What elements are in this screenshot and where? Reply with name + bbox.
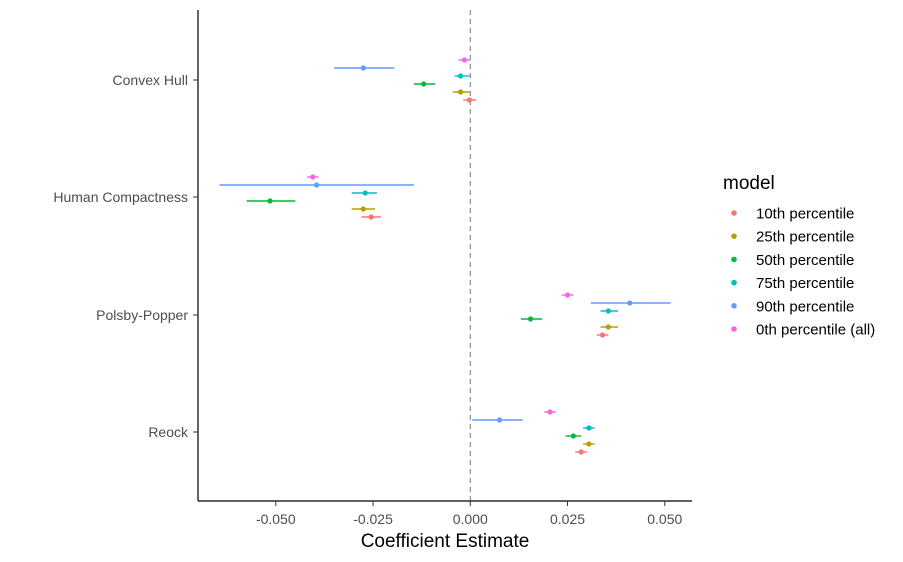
series-group	[306, 57, 574, 415]
legend-label: 90th percentile	[756, 298, 854, 315]
plot-marks	[219, 10, 671, 501]
legend-key	[731, 303, 737, 309]
legend-key	[731, 279, 737, 286]
data-point	[360, 206, 366, 212]
legend: model 10th percentile 25th percentile 50th…	[723, 173, 875, 339]
series-group	[351, 89, 619, 447]
x-tick-label: 0.050	[647, 511, 682, 527]
data-point	[267, 198, 273, 204]
legend-item: 10th percentile	[731, 206, 854, 223]
data-point	[586, 425, 592, 431]
y-tick-label: Human Compactness	[53, 189, 188, 205]
data-point	[457, 89, 464, 95]
data-point	[421, 81, 427, 87]
legend-key	[731, 256, 737, 263]
y-tick-label: Reock	[148, 424, 189, 440]
legend-item: 75th percentile	[731, 275, 854, 292]
legend-item: 0th percentile (all)	[731, 322, 875, 339]
x-tick-label: 0.025	[550, 511, 585, 527]
data-point	[527, 316, 534, 322]
x-tick-label: 0.000	[453, 511, 488, 527]
legend-item: 90th percentile	[731, 298, 854, 315]
series-group	[219, 65, 671, 423]
legend-item: 50th percentile	[731, 252, 854, 269]
series-group	[351, 73, 619, 431]
legend-key	[731, 210, 737, 216]
legend-label: 75th percentile	[756, 275, 854, 292]
y-tick-label: Convex Hull	[113, 72, 188, 88]
data-point	[461, 57, 468, 63]
x-axis-title: Coefficient Estimate	[361, 531, 530, 552]
legend-title: model	[723, 173, 775, 194]
data-point	[314, 182, 320, 188]
data-point	[578, 449, 584, 455]
x-axis-ticks: -0.050 -0.025 0.000 0.025 0.050	[256, 501, 682, 527]
data-point	[564, 292, 571, 298]
data-point	[599, 332, 606, 338]
x-tick-label: -0.025	[353, 511, 393, 527]
data-point	[586, 441, 592, 447]
series-group	[361, 97, 609, 455]
legend-item: 25th percentile	[731, 229, 854, 246]
data-point	[360, 65, 366, 71]
data-point	[362, 190, 368, 196]
data-point	[310, 174, 316, 180]
legend-label: 0th percentile (all)	[756, 322, 875, 339]
data-point	[570, 433, 576, 439]
data-point	[457, 73, 464, 79]
legend-key	[731, 326, 737, 332]
y-axis-ticks: Convex Hull Human Compactness Polsby-Poppe…	[53, 72, 198, 440]
legend-label: 50th percentile	[756, 252, 854, 269]
data-point	[466, 97, 473, 103]
data-point	[605, 324, 611, 330]
data-point	[368, 214, 374, 220]
data-point	[496, 417, 503, 423]
data-point	[605, 308, 611, 314]
legend-label: 10th percentile	[756, 206, 854, 223]
data-point	[547, 409, 553, 415]
legend-key	[731, 233, 737, 239]
legend-label: 25th percentile	[756, 229, 854, 246]
data-point	[627, 300, 633, 306]
y-tick-label: Polsby-Popper	[96, 307, 188, 323]
series-group	[246, 81, 582, 439]
x-tick-label: -0.050	[256, 511, 296, 527]
